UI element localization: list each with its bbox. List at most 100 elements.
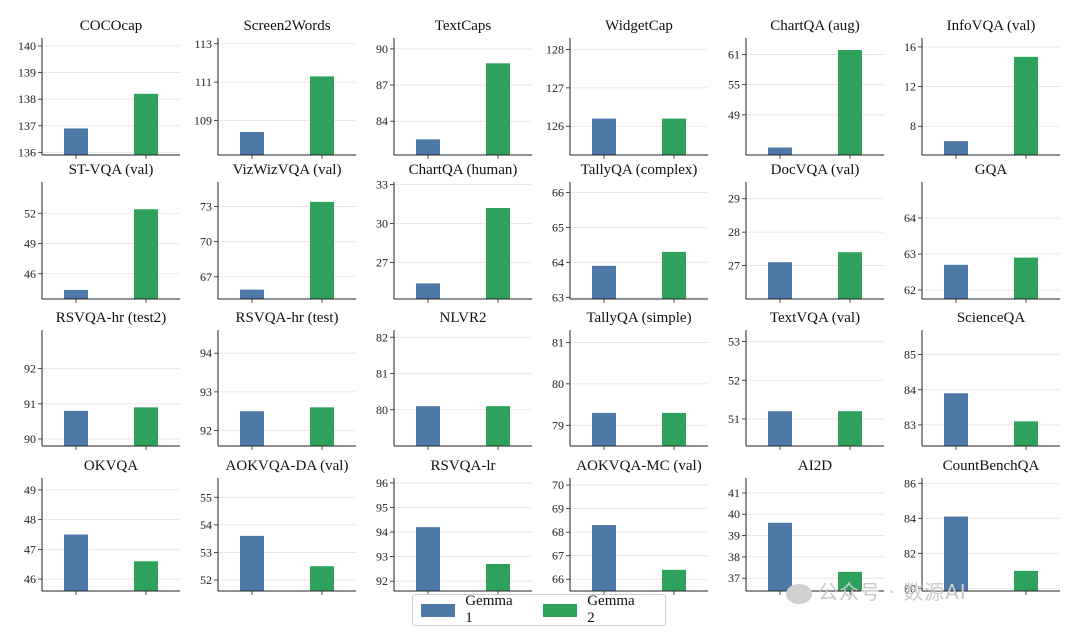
subplot-title: CountBenchQA <box>943 458 1040 474</box>
subplot-title: AI2D <box>798 458 832 474</box>
subplot-12: 90 91 92 RSVQA-hr (test2) <box>24 310 180 450</box>
y-tick-label: 109 <box>194 113 212 127</box>
subplot-title: WidgetCap <box>605 18 673 34</box>
y-tick-label: 66 <box>552 572 564 586</box>
bar-gemma2 <box>310 201 334 299</box>
bar-gemma1 <box>944 264 968 299</box>
legend-label-gemma1: Gemma 1 <box>465 593 513 626</box>
watermark-text: 公众号 · 数源AI <box>818 580 967 604</box>
y-tick-label: 52 <box>728 373 740 387</box>
subplot-title: TextCaps <box>435 18 492 34</box>
y-tick-label: 63 <box>904 247 916 261</box>
bar-gemma2 <box>838 252 862 299</box>
y-tick-label: 37 <box>728 571 740 585</box>
y-tick-label: 8 <box>910 119 916 133</box>
y-tick-label: 55 <box>728 78 740 92</box>
subplot-15: 79 80 81 TallyQA (simple) <box>552 310 708 450</box>
y-tick-label: 53 <box>200 545 212 559</box>
bar-gemma1 <box>768 411 792 446</box>
y-tick-label: 90 <box>24 432 36 446</box>
legend-label-gemma2: Gemma 2 <box>587 593 635 626</box>
bar-gemma2 <box>310 407 334 446</box>
bar-gemma1 <box>416 283 440 299</box>
bar-gemma1 <box>592 118 616 155</box>
subplot-16: 51 52 53 TextVQA (val) <box>728 310 884 450</box>
y-tick-label: 47 <box>24 542 36 556</box>
bar-gemma2 <box>662 569 686 591</box>
bar-gemma2 <box>134 407 158 446</box>
y-tick-label: 79 <box>552 418 564 432</box>
subplot-title: OKVQA <box>84 458 138 474</box>
bar-gemma1 <box>592 525 616 591</box>
wechat-icon <box>786 583 812 604</box>
y-tick-label: 64 <box>904 211 916 225</box>
y-tick-label: 52 <box>200 573 212 587</box>
y-tick-label: 85 <box>904 348 916 362</box>
bar-gemma2 <box>486 406 510 446</box>
bar-gemma1 <box>240 535 264 591</box>
subplot-title: RSVQA-hr (test) <box>236 310 339 326</box>
bar-gemma2 <box>310 566 334 591</box>
y-tick-label: 66 <box>552 185 564 199</box>
subplot-title: AOKVQA-MC (val) <box>576 458 701 474</box>
y-tick-label: 128 <box>546 43 564 57</box>
subplot-title: RSVQA-lr <box>430 458 495 474</box>
bar-gemma1 <box>768 262 792 299</box>
y-tick-label: 39 <box>728 529 740 543</box>
subplot-7: 67 70 73 VizWizVQA (val) <box>200 162 356 303</box>
subplot-10: 27 28 29 DocVQA (val) <box>728 162 884 303</box>
subplot-title: ST-VQA (val) <box>69 162 154 178</box>
y-tick-label: 67 <box>200 270 212 284</box>
y-tick-label: 139 <box>18 66 36 80</box>
y-tick-label: 16 <box>904 40 916 54</box>
subplot-13: 92 93 94 RSVQA-hr (test) <box>200 310 356 450</box>
y-tick-label: 70 <box>200 235 212 249</box>
bar-gemma2 <box>838 571 862 591</box>
bar-gemma1 <box>768 522 792 591</box>
y-tick-label: 61 <box>728 48 740 62</box>
y-tick-label: 91 <box>24 397 36 411</box>
subplot-8: 27 30 33 ChartQA (human) <box>376 162 532 303</box>
y-tick-label: 80 <box>376 403 388 417</box>
y-tick-label: 55 <box>200 490 212 504</box>
bar-gemma1 <box>240 411 264 446</box>
y-tick-label: 28 <box>728 225 740 239</box>
bar-gemma2 <box>486 208 510 299</box>
bar-gemma2 <box>838 50 862 156</box>
y-tick-label: 46 <box>24 572 36 586</box>
subplot-title: NLVR2 <box>440 310 487 326</box>
y-tick-label: 96 <box>376 476 388 490</box>
bar-gemma1 <box>240 289 264 299</box>
y-tick-label: 67 <box>552 549 564 563</box>
y-tick-label: 52 <box>24 206 36 220</box>
bar-gemma2 <box>662 412 686 446</box>
bar-gemma2 <box>1014 56 1038 155</box>
subplot-22: 37 38 39 40 41 AI2D <box>728 458 884 595</box>
y-tick-label: 30 <box>376 217 388 231</box>
subplot-9: 63 64 65 66 TallyQA (complex) <box>552 162 708 304</box>
subplot-2: 84 87 90 TextCaps <box>376 18 532 159</box>
subplot-title: DocVQA (val) <box>771 162 860 178</box>
y-tick-label: 48 <box>24 513 36 527</box>
y-tick-label: 81 <box>376 367 388 381</box>
bar-gemma1 <box>64 289 88 299</box>
subplot-title: RSVQA-hr (test2) <box>56 310 166 326</box>
subplot-17: 83 84 85 ScienceQA <box>904 310 1060 450</box>
y-tick-label: 94 <box>376 525 388 539</box>
y-tick-label: 82 <box>376 330 388 344</box>
y-tick-label: 126 <box>546 119 564 133</box>
y-tick-label: 93 <box>200 385 212 399</box>
y-tick-label: 65 <box>552 220 564 234</box>
bar-gemma2 <box>134 561 158 591</box>
y-tick-label: 33 <box>376 178 388 192</box>
bar-gemma2 <box>838 411 862 446</box>
bar-gemma2 <box>1014 570 1038 591</box>
y-tick-label: 136 <box>18 145 36 159</box>
y-tick-label: 69 <box>552 502 564 516</box>
subplot-title: COCOcap <box>80 18 143 34</box>
y-tick-label: 68 <box>552 525 564 539</box>
y-tick-label: 84 <box>904 511 916 525</box>
y-tick-label: 127 <box>546 81 564 95</box>
watermark: 公众号 · 数源AI <box>786 576 967 605</box>
y-tick-label: 92 <box>24 362 36 376</box>
